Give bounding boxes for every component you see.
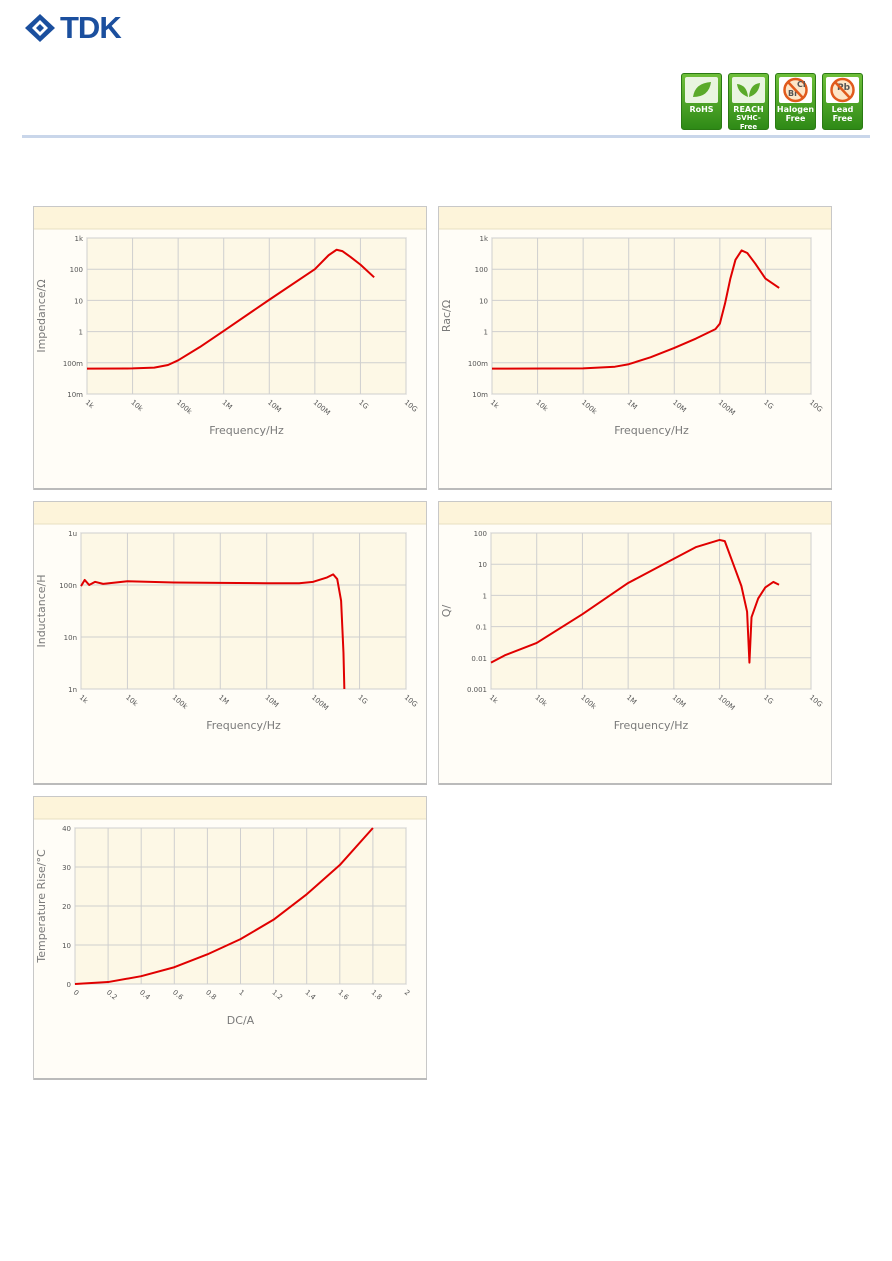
- y-tick-label: 1: [483, 592, 487, 600]
- x-tick-label: 2: [403, 988, 412, 997]
- leaf-icon: [737, 83, 760, 97]
- y-tick-label: 1: [79, 329, 83, 337]
- logo: TDK: [24, 10, 122, 46]
- lead-icon: Pb: [830, 77, 855, 103]
- data-line: [86, 248, 375, 370]
- header-rule: [22, 135, 870, 138]
- y-tick-label: 10: [62, 942, 71, 950]
- panel-header: [439, 207, 831, 229]
- y-tick-label: 0.1: [476, 624, 487, 632]
- chart-panel: 0.001 0.01 0.1 1 10 100 1k 10k 100k 1M 10M 100M 1G 10…: [438, 501, 832, 785]
- y-tick-label: 100n: [59, 582, 77, 590]
- y-tick-label: 1u: [68, 530, 77, 538]
- y-axis-title: Q/: [440, 605, 453, 618]
- y-tick-label: 0.001: [467, 686, 487, 694]
- panel-header: [34, 207, 426, 229]
- x-axis-title: Frequency/Hz: [209, 424, 284, 437]
- logo-mark: [25, 14, 55, 42]
- y-tick-label: 30: [62, 864, 71, 872]
- badge-label: REACH: [733, 105, 764, 114]
- y-tick-label: 100: [70, 266, 83, 274]
- y-tick-label: 40: [62, 825, 71, 833]
- y-tick-label: 20: [62, 903, 71, 911]
- y-tick-label: 0: [67, 981, 71, 989]
- y-tick-label: 10: [74, 297, 83, 305]
- badge: Pb Lead Free: [822, 73, 863, 130]
- x-axis-title: Frequency/Hz: [614, 719, 689, 732]
- badge: RoHS: [681, 73, 722, 130]
- chart-panel: 10m 100m 1 10 100 1k 1k 10k 100k 1M 10M 100M 1G 10G Fr…: [438, 206, 832, 490]
- data-line: [74, 827, 374, 985]
- badge-label: RoHS: [689, 105, 714, 114]
- y-tick-label: 1n: [68, 686, 77, 694]
- plot-area: [490, 532, 812, 690]
- y-axis-title: Impedance/Ω: [35, 279, 48, 352]
- plot-area: [80, 532, 407, 690]
- chart-panel: 0 10 20 30 40 0 0.2 0.4 0.6 0.8 1 1.2 1.4 1.6 1.8 2 DC/A…: [33, 796, 427, 1080]
- chart-panel: 1n 10n 100n 1u 1k 10k 100k 1M 10M 100M 1G 10G Freque…: [33, 501, 427, 785]
- data-line: [491, 249, 780, 370]
- logo-text: TDK: [60, 10, 122, 45]
- y-axis-title: Rac/Ω: [440, 300, 453, 332]
- x-axis-title: Frequency/Hz: [206, 719, 281, 732]
- y-tick-label: 1: [484, 329, 488, 337]
- icon-text: Cl: [797, 80, 806, 89]
- x-tick-label: 1: [237, 988, 246, 997]
- badge-label: Free: [832, 114, 853, 123]
- y-tick-label: 100m: [63, 360, 83, 368]
- badge-label: SVHC-Free: [736, 114, 761, 131]
- badge: REACH SVHC-Free: [728, 73, 769, 131]
- badge: Cl Br Halogen Free: [775, 73, 816, 130]
- y-tick-label: 100: [475, 266, 488, 274]
- badge-label: Halogen: [776, 105, 815, 114]
- plot-area: [491, 237, 812, 395]
- leaf-icon: [693, 82, 711, 97]
- x-tick-label: 0: [72, 988, 81, 997]
- y-tick-label: 1k: [479, 235, 488, 243]
- y-tick-label: 10n: [64, 634, 77, 642]
- y-axis-title: Inductance/H: [35, 574, 48, 647]
- data-line: [490, 538, 780, 664]
- y-tick-label: 10: [479, 297, 488, 305]
- icon-text: Pb: [837, 83, 851, 93]
- y-tick-label: 10m: [67, 391, 83, 399]
- data-line: [80, 573, 346, 690]
- badge-label: Free: [785, 114, 806, 123]
- badge-label: Lead: [831, 105, 854, 114]
- y-tick-label: 100m: [468, 360, 488, 368]
- chart-panel: 10m 100m 1 10 100 1k 1k 10k 100k 1M 10M 100M 1G 10G Fr…: [33, 206, 427, 490]
- y-tick-label: 10: [478, 561, 487, 569]
- y-tick-label: 100: [474, 530, 487, 538]
- halogen-icon: Cl Br: [783, 77, 808, 103]
- x-axis-title: Frequency/Hz: [614, 424, 689, 437]
- y-tick-label: 1k: [74, 235, 83, 243]
- icon-text: Br: [788, 89, 798, 98]
- y-axis-title: Temperature Rise/°C: [35, 849, 48, 964]
- x-axis-title: DC/A: [227, 1014, 255, 1027]
- panel-header: [34, 502, 426, 524]
- panel-header: [34, 797, 426, 819]
- y-tick-label: 0.01: [471, 655, 487, 663]
- y-tick-label: 10m: [472, 391, 488, 399]
- panel-header: [439, 502, 831, 524]
